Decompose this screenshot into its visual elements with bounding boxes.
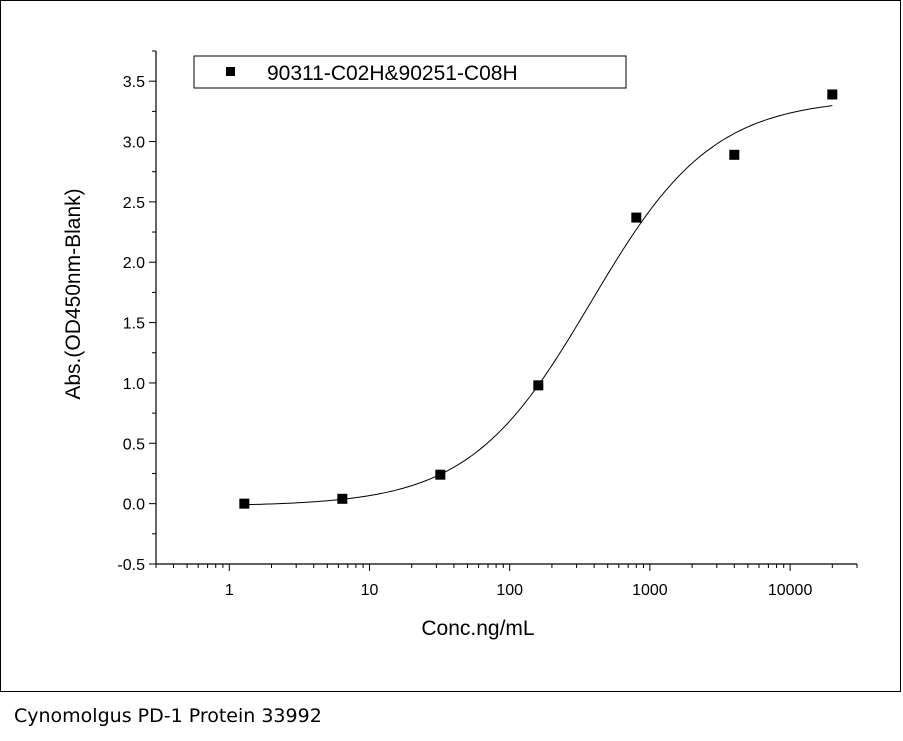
- legend-label: 90311-C02H&90251-C08H: [267, 62, 518, 85]
- data-point: [631, 212, 642, 223]
- points-layer: [239, 89, 838, 509]
- x-tick-label: 10000: [768, 582, 813, 599]
- x-tick-label: 1000: [632, 582, 668, 599]
- x-axis-title: Conc.ng/mL: [421, 617, 534, 640]
- data-point: [239, 498, 250, 509]
- y-tick-label: 2.0: [123, 255, 145, 272]
- x-tick-label: 10: [361, 582, 379, 599]
- y-tick-label: 1.5: [123, 316, 145, 333]
- axes: -0.5 0.0 0.5 1.0 1.5 2.0 2.5 3.0 3.5 1 10 100 1000 10…: [117, 50, 858, 599]
- y-tick-label: 3.0: [123, 135, 145, 152]
- fit-curve: [244, 105, 833, 506]
- y-tick-label: 1.0: [123, 376, 145, 393]
- legend-marker: [226, 67, 235, 76]
- data-point: [729, 149, 740, 160]
- x-tick-label: 1: [225, 582, 234, 599]
- chart-frame: -0.5 0.0 0.5 1.0 1.5 2.0 2.5 3.0 3.5 1 10 100 1000 10…: [0, 0, 901, 692]
- legend: 90311-C02H&90251-C08H: [193, 55, 627, 89]
- chart-canvas: -0.5 0.0 0.5 1.0 1.5 2.0 2.5 3.0 3.5 1 10 100 1000 10…: [62, 50, 858, 640]
- y-tick-label: 0.0: [123, 497, 145, 514]
- y-tick-label: 2.5: [123, 195, 145, 212]
- y-tick-label: 0.5: [123, 436, 145, 453]
- data-point: [435, 469, 446, 480]
- y-tick-label: -0.5: [117, 557, 145, 574]
- fit-layer: [244, 105, 833, 506]
- legend-box: [193, 55, 627, 89]
- data-point: [827, 89, 838, 100]
- data-point: [337, 493, 348, 504]
- y-axis-title: Abs.(OD450nm-Blank): [62, 188, 85, 399]
- data-point: [533, 380, 544, 391]
- y-tick-label: 3.5: [123, 74, 145, 91]
- figure-caption: Cynomolgus PD-1 Protein 33992: [14, 705, 322, 727]
- x-tick-label: 100: [496, 582, 523, 599]
